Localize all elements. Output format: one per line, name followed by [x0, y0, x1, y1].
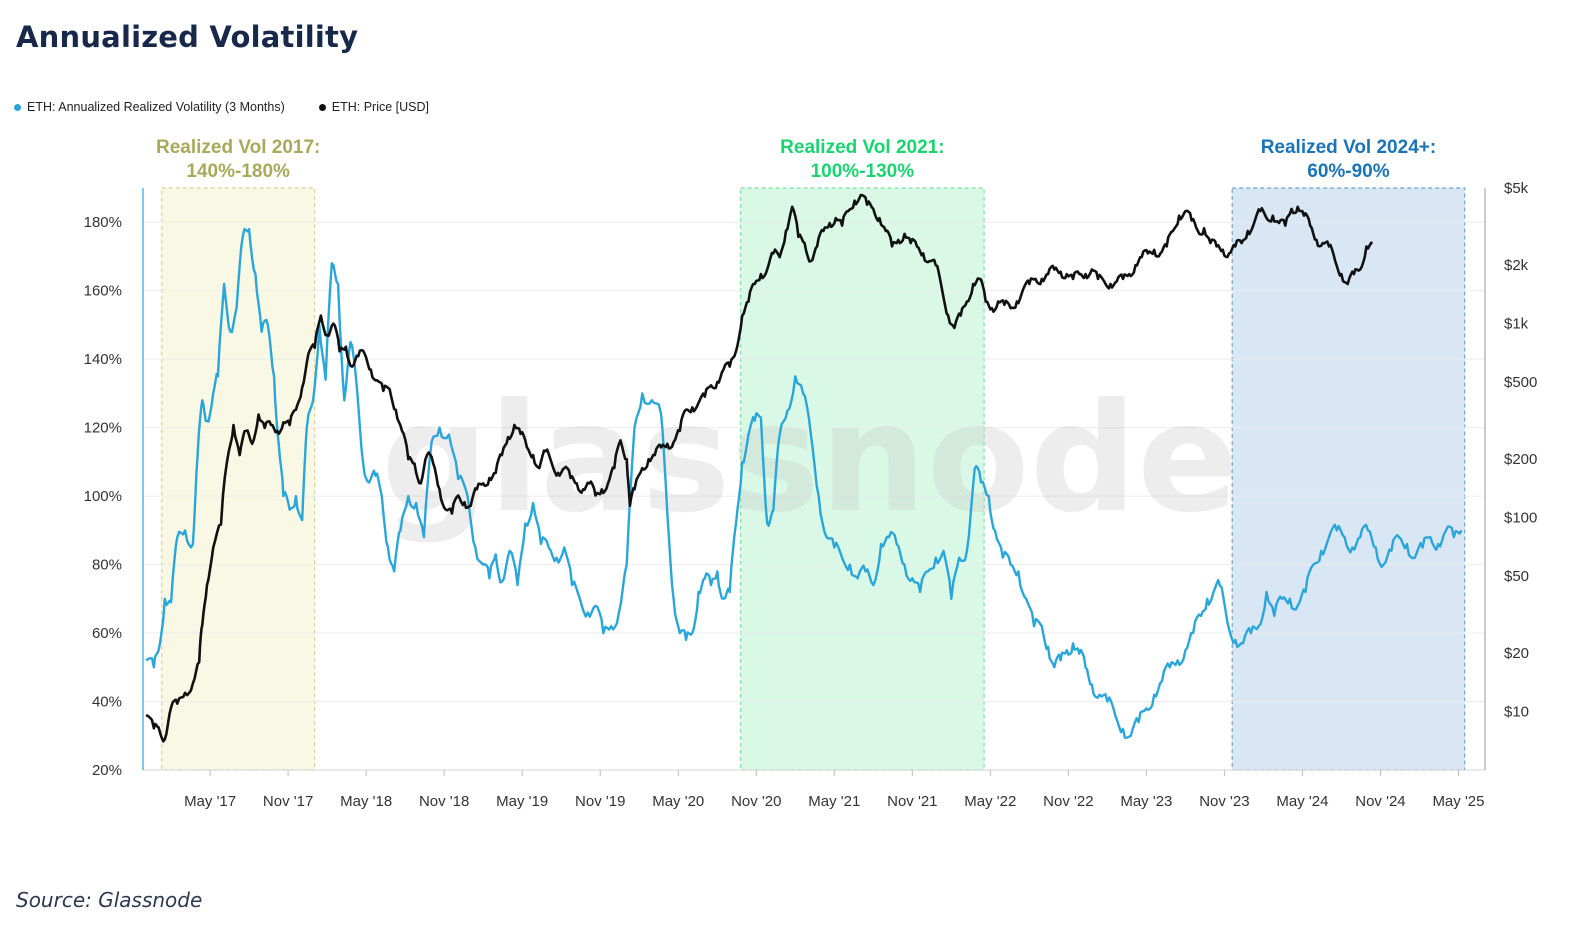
annotation-title-3: Realized Vol 2024+: — [1261, 137, 1436, 158]
x-tick-label: May '24 — [1276, 793, 1328, 810]
legend-label-volatility: ETH: Annualized Realized Volatility (3 M… — [27, 100, 285, 114]
x-tick-label: Nov '17 — [263, 793, 313, 810]
legend-dot-price — [318, 103, 326, 111]
annotation-title-2: Realized Vol 2021: — [780, 137, 944, 158]
x-tick-label: Nov '18 — [419, 793, 469, 810]
x-tick-label: May '23 — [1120, 793, 1172, 810]
legend-item-volatility[interactable]: ETH: Annualized Realized Volatility (3 M… — [14, 100, 285, 114]
x-tick-label: May '20 — [652, 793, 704, 810]
y-right-tick-label: $1k — [1504, 316, 1529, 333]
y-right-tick-label: $200 — [1504, 451, 1537, 468]
annotation-range-2: 100%-130% — [811, 161, 915, 182]
legend-dot-volatility — [14, 103, 21, 111]
annotation-range-3: 60%-90% — [1307, 161, 1389, 182]
price-series-line — [145, 193, 1373, 743]
volatility-series-line — [145, 227, 1463, 739]
legend: ETH: Annualized Realized Volatility (3 M… — [14, 100, 429, 114]
x-tick-label: Nov '24 — [1355, 793, 1405, 810]
chart-title: Annualized Volatility — [16, 20, 359, 54]
legend-item-price[interactable]: ETH: Price [USD] — [318, 100, 430, 114]
x-tick-label: Nov '22 — [1043, 793, 1093, 810]
x-tick-label: Nov '23 — [1199, 793, 1249, 810]
y-right-tick-label: $50 — [1504, 568, 1529, 585]
y-right-tick-label: $500 — [1504, 374, 1537, 391]
source-note: Source: Glassnode — [16, 888, 203, 912]
y-right-tick-label: $5k — [1504, 180, 1529, 197]
x-tick-label: May '22 — [964, 793, 1016, 810]
legend-label-price: ETH: Price [USD] — [331, 100, 430, 114]
x-tick-label: May '21 — [808, 793, 860, 810]
x-tick-label: Nov '20 — [731, 793, 781, 810]
y-left-tick-label: 140% — [84, 351, 122, 368]
y-left-tick-label: 120% — [84, 420, 122, 437]
highlight-region-2 — [740, 187, 985, 771]
highlight-region-3 — [1231, 187, 1466, 771]
x-tick-label: May '19 — [496, 793, 548, 810]
watermark: glassnode — [381, 372, 1239, 546]
x-tick-label: May '18 — [340, 793, 392, 810]
y-left-tick-label: 180% — [84, 214, 122, 231]
y-right-tick-label: $10 — [1504, 704, 1529, 721]
x-tick-label: May '25 — [1432, 793, 1484, 810]
y-left-tick-label: 40% — [92, 694, 122, 711]
x-tick-label: Nov '21 — [887, 793, 937, 810]
y-left-tick-label: 80% — [92, 557, 122, 574]
annotation-title-1: Realized Vol 2017: — [156, 137, 320, 158]
x-tick-label: May '17 — [184, 793, 236, 810]
y-right-tick-label: $20 — [1504, 645, 1529, 662]
annotation-range-1: 140%-180% — [186, 161, 290, 182]
y-left-tick-label: 160% — [84, 283, 122, 300]
y-right-tick-label: $100 — [1504, 510, 1537, 527]
y-left-tick-label: 20% — [92, 762, 122, 779]
y-right-tick-label: $2k — [1504, 257, 1529, 274]
x-tick-label: Nov '19 — [575, 793, 625, 810]
y-left-tick-label: 60% — [92, 625, 122, 642]
y-left-tick-label: 100% — [84, 488, 122, 505]
